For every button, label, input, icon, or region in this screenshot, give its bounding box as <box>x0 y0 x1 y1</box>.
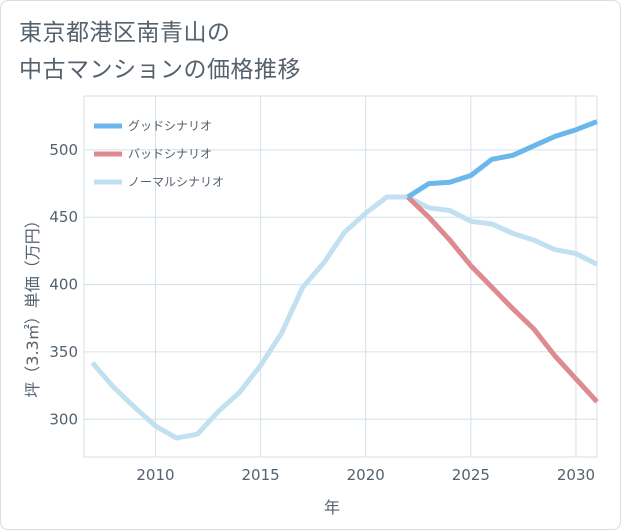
y-tick-label: 300 <box>49 410 78 428</box>
x-axis-label: 年 <box>324 498 340 517</box>
chart-title-line-2: 中古マンションの価格推移 <box>19 57 301 83</box>
chart-title: 東京都港区南青山の 中古マンションの価格推移 <box>19 15 301 89</box>
chart-title-line-1: 東京都港区南青山の <box>19 20 231 46</box>
y-tick-label: 350 <box>49 343 78 361</box>
series-line-1 <box>406 195 599 404</box>
plot-area-frame <box>83 95 598 458</box>
y-tick-label: 450 <box>49 208 78 226</box>
series-line-0 <box>406 119 598 200</box>
legend-label-1: バッドシナリオ <box>128 147 212 161</box>
x-tick-label: 2020 <box>347 466 385 484</box>
x-tick-labels: 2010 2015 2020 2025 2030 <box>136 466 595 484</box>
series-line-2 <box>90 194 599 441</box>
x-tick-label: 2015 <box>242 466 280 484</box>
x-tick-label: 2025 <box>452 466 490 484</box>
legend-label-2: ノーマルシナリオ <box>128 175 224 189</box>
grid-lines <box>83 95 598 458</box>
y-axis-label: 坪（3.3㎡）単価（万円） <box>23 212 42 397</box>
y-tick-label: 400 <box>49 276 78 294</box>
y-tick-labels: 300 350 400 450 500 <box>49 141 78 428</box>
y-tick-label: 500 <box>49 141 78 159</box>
x-tick-label: 2010 <box>136 466 174 484</box>
x-tick-label: 2030 <box>557 466 595 484</box>
series-lines <box>90 119 599 441</box>
legend-label-0: グッドシナリオ <box>128 119 212 133</box>
